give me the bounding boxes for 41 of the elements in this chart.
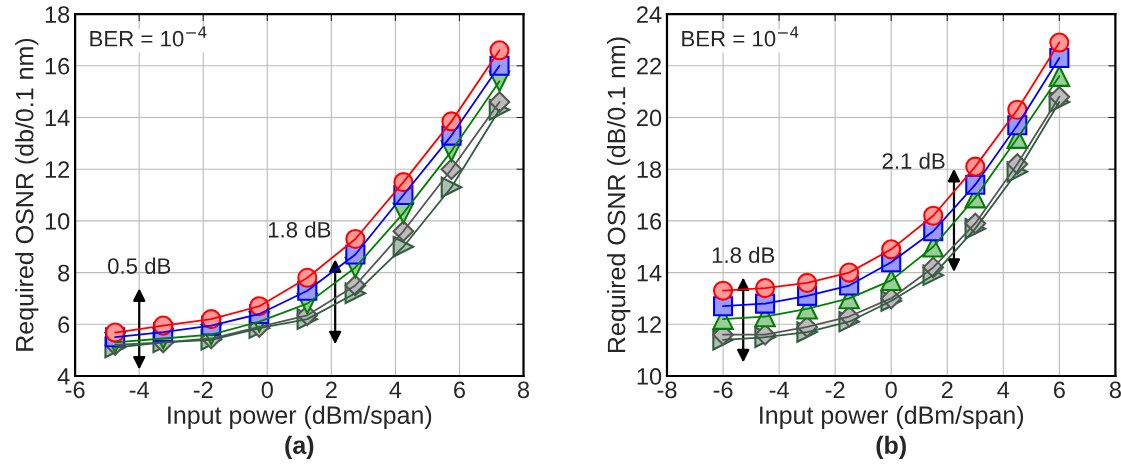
x-tick-label: 2 [941, 381, 953, 398]
x-tick-label: -4 [129, 381, 149, 398]
y-tick-label: 16 [45, 57, 70, 75]
y-tick-label: 10 [45, 212, 70, 230]
annotation: 1.8 dB [268, 221, 331, 238]
x-axis-title: Input power (dBm/span) [168, 405, 432, 429]
x-tick-label: -6 [713, 381, 733, 399]
y-tick-label: 14 [637, 264, 662, 282]
x-axis-title: Input power (dBm/span) [760, 405, 1024, 429]
annotation: 1.8 dB [712, 246, 775, 264]
x-tick-label: 6 [1053, 381, 1065, 399]
x-tick-label: -4 [769, 381, 789, 398]
y-tick-label: 16 [637, 212, 662, 230]
x-tick-label: 0 [261, 381, 273, 399]
annotation: BER = 10$^{−4}$ [90, 26, 207, 47]
y-tick-label: 8 [58, 264, 70, 282]
x-tick-label: 0 [885, 381, 897, 399]
y-axis-title: Required OSNR (dB/0.1 nm) [607, 37, 631, 353]
y-tick-label: 18 [637, 161, 662, 178]
x-tick-label: 8 [517, 381, 530, 399]
annotation: 2.1 dB [882, 152, 945, 169]
y-tick-label: 18 [45, 6, 70, 23]
y-tick-label: 20 [637, 109, 662, 127]
x-tick-label: 4 [389, 381, 402, 398]
y-tick-label: 24 [637, 6, 662, 23]
y-axis-title: Required OSNR (db/0.1 nm) [15, 38, 39, 351]
x-tick-label: 2 [325, 381, 337, 398]
text: (b) [876, 435, 906, 460]
y-tick-label: 22 [637, 57, 661, 75]
y-tick-label: 14 [45, 109, 70, 127]
x-tick-label: -2 [825, 381, 845, 398]
x-tick-label: 6 [454, 381, 465, 399]
text: (a) [285, 435, 314, 460]
annotation: BER = 10$^{−4}$ [682, 26, 799, 47]
y-tick-label: 12 [45, 161, 70, 178]
y-tick-label: 12 [637, 316, 661, 333]
y-tick-label: 6 [58, 316, 70, 334]
x-tick-label: -2 [193, 381, 213, 398]
annotation: 0.5 dB [107, 257, 171, 274]
x-tick-label: 4 [997, 381, 1010, 398]
x-tick-label: 8 [1109, 381, 1121, 399]
